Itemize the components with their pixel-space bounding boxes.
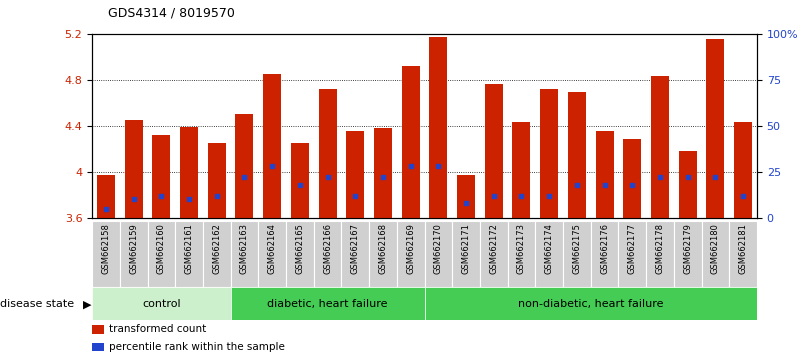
Text: GSM662173: GSM662173 — [517, 223, 526, 274]
Text: GSM662174: GSM662174 — [545, 223, 553, 274]
FancyBboxPatch shape — [480, 221, 508, 287]
FancyBboxPatch shape — [508, 221, 535, 287]
Bar — [651, 76, 669, 218]
Text: GDS4314 / 8019570: GDS4314 / 8019570 — [108, 6, 235, 19]
Text: GSM662181: GSM662181 — [739, 223, 747, 274]
FancyBboxPatch shape — [369, 221, 396, 287]
FancyBboxPatch shape — [120, 221, 147, 287]
Bar — [374, 128, 392, 218]
Text: percentile rank within the sample: percentile rank within the sample — [109, 342, 284, 352]
FancyBboxPatch shape — [729, 221, 757, 287]
Text: ▶: ▶ — [83, 299, 91, 309]
FancyBboxPatch shape — [535, 221, 563, 287]
FancyBboxPatch shape — [147, 221, 175, 287]
Text: transformed count: transformed count — [109, 325, 206, 335]
FancyBboxPatch shape — [203, 221, 231, 287]
Bar — [540, 89, 558, 218]
Bar — [92, 343, 104, 352]
Text: GSM662169: GSM662169 — [406, 223, 415, 274]
Bar — [180, 127, 198, 218]
Bar — [264, 74, 281, 218]
Bar — [346, 131, 364, 218]
Bar — [734, 122, 752, 218]
Bar — [291, 143, 309, 218]
Text: GSM662159: GSM662159 — [129, 223, 138, 274]
Text: GSM662164: GSM662164 — [268, 223, 276, 274]
Bar — [401, 66, 420, 218]
FancyBboxPatch shape — [258, 221, 286, 287]
Text: GSM662172: GSM662172 — [489, 223, 498, 274]
Text: GSM662166: GSM662166 — [323, 223, 332, 274]
FancyBboxPatch shape — [453, 221, 480, 287]
FancyBboxPatch shape — [341, 221, 369, 287]
Text: diabetic, heart failure: diabetic, heart failure — [268, 298, 388, 309]
Text: GSM662170: GSM662170 — [434, 223, 443, 274]
FancyBboxPatch shape — [563, 221, 590, 287]
FancyBboxPatch shape — [425, 221, 453, 287]
Text: control: control — [142, 298, 181, 309]
Text: GSM662158: GSM662158 — [102, 223, 111, 274]
Text: GSM662177: GSM662177 — [628, 223, 637, 274]
FancyBboxPatch shape — [92, 221, 120, 287]
Bar — [678, 151, 697, 218]
FancyBboxPatch shape — [175, 221, 203, 287]
Text: GSM662175: GSM662175 — [573, 223, 582, 274]
Text: GSM662176: GSM662176 — [600, 223, 609, 274]
Text: GSM662165: GSM662165 — [296, 223, 304, 274]
FancyBboxPatch shape — [231, 287, 425, 320]
Text: non-diabetic, heart failure: non-diabetic, heart failure — [518, 298, 663, 309]
Bar — [125, 120, 143, 218]
Text: GSM662167: GSM662167 — [351, 223, 360, 274]
Bar — [207, 143, 226, 218]
FancyBboxPatch shape — [702, 221, 729, 287]
Text: GSM662161: GSM662161 — [184, 223, 194, 274]
FancyBboxPatch shape — [396, 221, 425, 287]
Bar — [152, 135, 171, 218]
Text: GSM662179: GSM662179 — [683, 223, 692, 274]
Text: disease state: disease state — [0, 299, 74, 309]
FancyBboxPatch shape — [590, 221, 618, 287]
Text: GSM662168: GSM662168 — [379, 223, 388, 274]
Bar — [513, 122, 530, 218]
Bar — [97, 175, 115, 218]
Text: GSM662160: GSM662160 — [157, 223, 166, 274]
FancyBboxPatch shape — [314, 221, 341, 287]
FancyBboxPatch shape — [92, 287, 231, 320]
FancyBboxPatch shape — [425, 287, 757, 320]
Bar — [623, 139, 642, 218]
Bar — [568, 92, 586, 218]
Bar — [92, 325, 104, 334]
Bar — [457, 175, 475, 218]
Bar — [235, 114, 253, 218]
FancyBboxPatch shape — [231, 221, 258, 287]
FancyBboxPatch shape — [286, 221, 314, 287]
Text: GSM662162: GSM662162 — [212, 223, 221, 274]
Bar — [319, 89, 336, 218]
FancyBboxPatch shape — [618, 221, 646, 287]
Bar — [429, 37, 448, 218]
Bar — [596, 131, 614, 218]
FancyBboxPatch shape — [646, 221, 674, 287]
Text: GSM662171: GSM662171 — [461, 223, 470, 274]
FancyBboxPatch shape — [674, 221, 702, 287]
Bar — [706, 39, 724, 218]
Text: GSM662178: GSM662178 — [655, 223, 665, 274]
Bar — [485, 84, 503, 218]
Text: GSM662180: GSM662180 — [711, 223, 720, 274]
Text: GSM662163: GSM662163 — [240, 223, 249, 274]
